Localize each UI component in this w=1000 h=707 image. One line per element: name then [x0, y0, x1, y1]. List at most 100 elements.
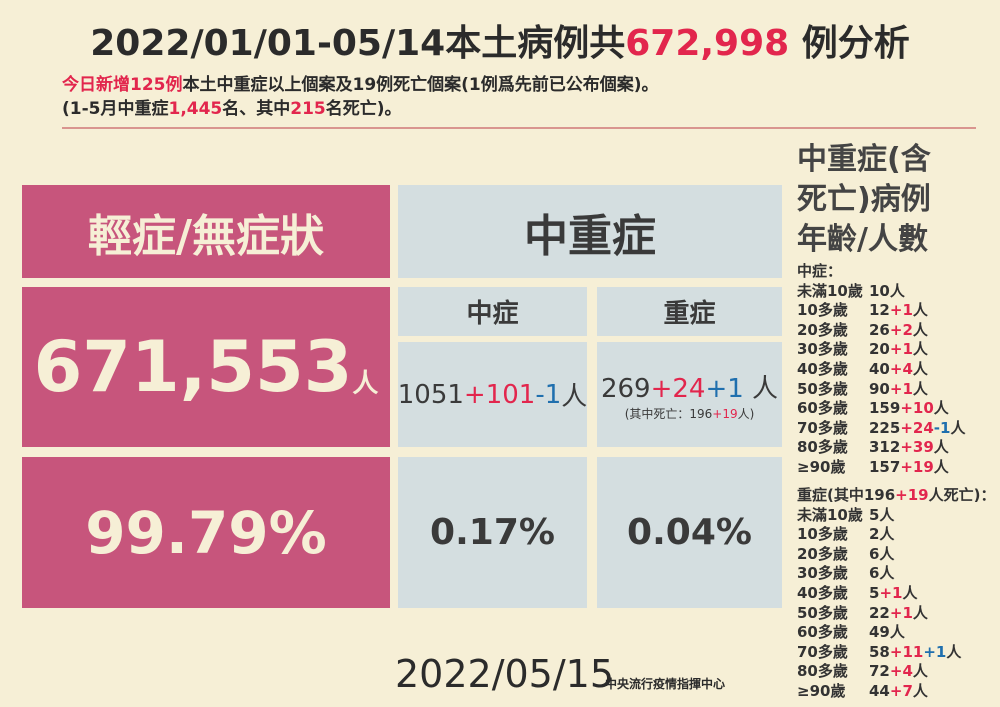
text-segment: +101	[463, 379, 536, 410]
text-segment: 人	[912, 662, 928, 681]
text-segment: +19	[712, 406, 738, 421]
age: 30多歲	[797, 564, 848, 583]
age-row: 50多歲 22+1人	[797, 602, 928, 623]
age-row: 60多歲 159+10人	[797, 397, 949, 418]
text-segment: 人	[912, 360, 928, 378]
age: ≥90歲	[797, 682, 846, 700]
age-row: 30多歲 20+1人	[797, 338, 928, 359]
date: 2022/05/15	[395, 652, 615, 696]
col-percent: 0.17%	[398, 457, 587, 608]
text-segment: 中症：	[797, 262, 843, 280]
col-count: 1051 +101 -1 人	[398, 342, 587, 447]
age-row: 60多歲 49人	[797, 621, 905, 642]
text-segment: +24	[900, 418, 934, 437]
text-segment: 人	[902, 584, 918, 602]
age: 未滿10歲	[797, 281, 863, 300]
text-segment: 90	[869, 379, 890, 398]
age: 70多歲	[797, 642, 848, 661]
text-segment: +1	[889, 379, 913, 398]
text-segment: +1	[879, 584, 903, 602]
text-segment: 名、其中	[222, 99, 291, 119]
text-segment: 6人	[869, 544, 895, 563]
text-segment: 人	[950, 418, 966, 437]
text-segment: 215	[290, 99, 326, 119]
text-segment: 人	[912, 301, 928, 320]
age: 20多歲	[797, 544, 848, 563]
age-row: 10多歲 2人	[797, 523, 894, 544]
age: 50多歲	[797, 379, 848, 398]
age-row: 20多歲 6人	[797, 543, 894, 564]
text-segment: -1	[933, 418, 951, 437]
age: 80多歲	[797, 438, 848, 457]
text-segment: +1	[923, 642, 947, 661]
text-segment: +1	[889, 301, 913, 320]
divider	[62, 127, 976, 129]
text-segment: 672,998	[625, 23, 790, 64]
text-segment: 重症(其中196	[797, 486, 896, 504]
text-segment: 58	[869, 642, 890, 661]
age: 20多歲	[797, 320, 848, 339]
age-row: 10多歲 12+1人	[797, 299, 928, 320]
text-segment: 例分析	[789, 23, 910, 64]
text-segment: 本土中重症以上個案及19例死亡個案(1例爲先前已公布個案)。	[182, 75, 659, 95]
age-row: 50多歲 90+1人	[797, 378, 928, 399]
subtitle-1: 今日新增125例本土中重症以上個案及19例死亡個案(1例爲先前已公布個案)。	[62, 70, 659, 95]
text-segment: +1	[705, 373, 744, 404]
text-segment: +10	[900, 399, 934, 418]
org: 中央流行疫情指揮中心	[605, 677, 726, 691]
text-segment: 人死亡)：	[928, 486, 996, 504]
text-segment: +24	[650, 373, 706, 404]
text-segment: +1	[889, 603, 913, 622]
age-row: 20多歲 26+2人	[797, 319, 928, 340]
col-heading: 重症	[597, 287, 782, 336]
text-segment: 人	[912, 682, 928, 700]
age-row: 30多歲 6人	[797, 562, 894, 583]
text-segment: 1,445	[168, 99, 223, 119]
mild-heading: 輕症/無症狀	[22, 185, 390, 278]
age: 30多歲	[797, 340, 848, 359]
text-segment: 人	[933, 399, 949, 418]
age-row: 未滿10歲 5人	[797, 504, 894, 525]
text-segment: 今日新增125例	[62, 75, 183, 95]
age: 40多歲	[797, 360, 848, 378]
age-row: 80多歲 312+39人	[797, 436, 949, 457]
text-segment: 人)	[737, 406, 755, 421]
text-segment: -1	[535, 379, 562, 410]
age: 60多歲	[797, 399, 848, 418]
text-segment: 1051	[397, 379, 464, 410]
age: 10多歲	[797, 525, 848, 544]
text-segment: 40	[869, 360, 890, 378]
group-label: 重症(其中196+19人死亡)：	[797, 484, 995, 505]
text-segment: 312	[869, 438, 901, 457]
sidebar-title-line: 年齡/人數	[797, 222, 928, 257]
col-count: 269+24+1 人	[601, 368, 778, 405]
mild-count: 671,553	[33, 326, 353, 408]
text-segment: +7	[889, 682, 913, 700]
col-count-box: 269+24+1 人 (其中死亡：196+19人)	[597, 342, 782, 447]
text-segment: +2	[889, 320, 913, 339]
text-segment: 人	[743, 373, 779, 404]
text-segment: 6人	[869, 564, 895, 583]
text-segment: 159	[869, 399, 901, 418]
age-row: ≥90歲 157+19人	[797, 456, 949, 477]
col-note: (其中死亡：196+19人)	[625, 405, 755, 422]
age: 10多歲	[797, 301, 848, 320]
age: 80多歲	[797, 662, 848, 681]
sidebar-title-line: 中重症(含	[797, 142, 931, 177]
sidebar-title-line: 死亡)病例	[797, 182, 931, 217]
text-segment: 20	[869, 340, 890, 359]
age-row: 70多歲 225+24-1人	[797, 417, 965, 438]
age-row: 40多歲 40+4人	[797, 358, 928, 379]
text-segment: (其中死亡：196	[624, 406, 713, 421]
age-row: 80多歲 72+4人	[797, 660, 928, 681]
text-segment: 12	[869, 301, 890, 320]
text-segment: 人	[912, 603, 928, 622]
text-segment: 26	[869, 320, 890, 339]
text-segment: +11	[889, 642, 924, 661]
age: ≥90歲	[797, 458, 846, 476]
text-segment: 22	[869, 603, 890, 622]
subtitle-2: (1-5月中重症1,445名、其中215名死亡)。	[62, 94, 402, 119]
text-segment: 人	[912, 379, 928, 398]
col-percent: 0.04%	[597, 457, 782, 608]
age-row: 70多歲 58+11+1人	[797, 641, 961, 662]
